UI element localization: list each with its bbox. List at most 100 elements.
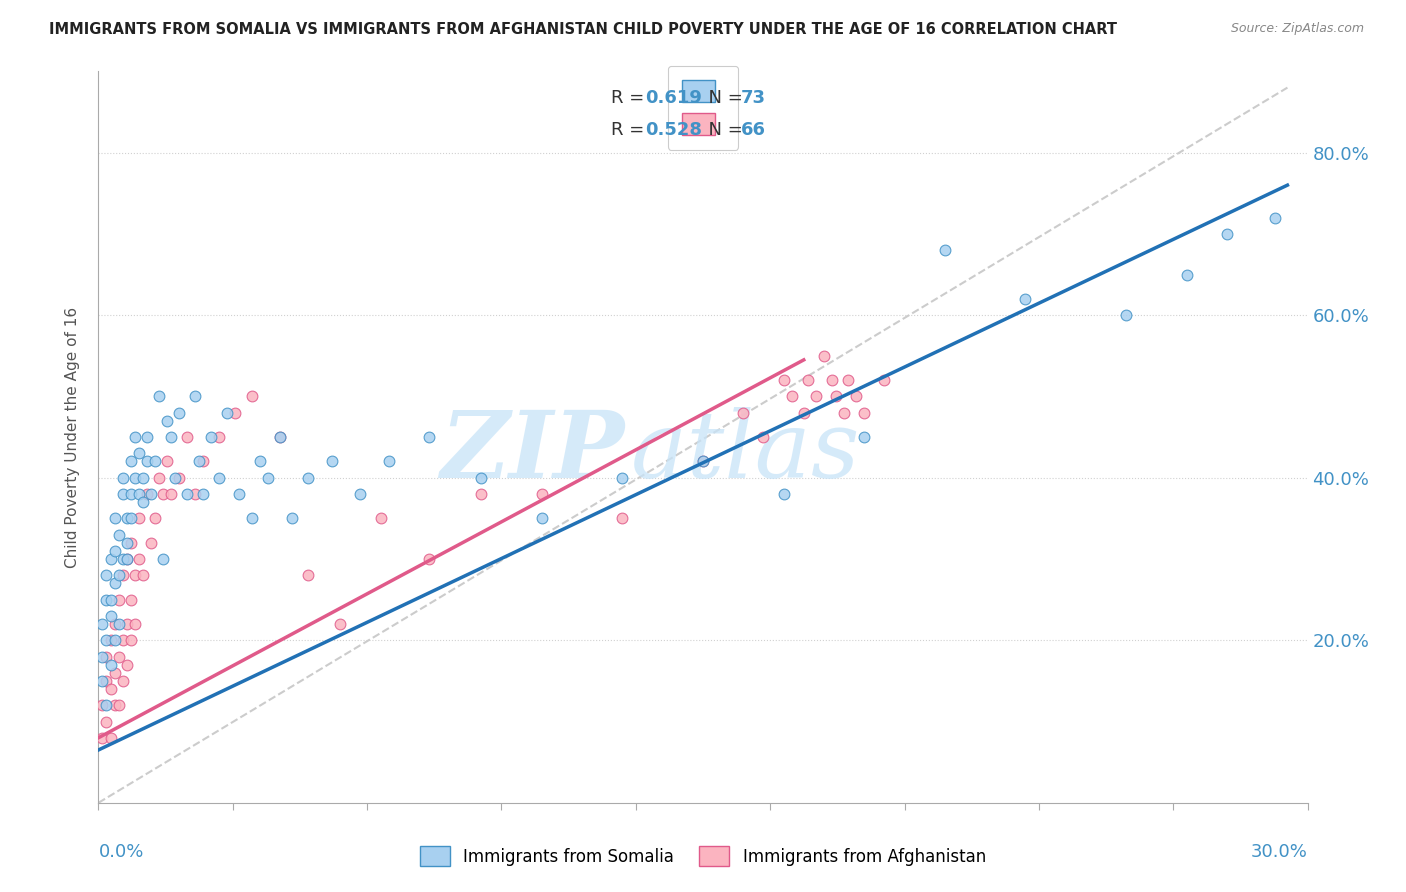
Point [135,487,157,501]
Text: 30.0%: 30.0% [1251,843,1308,861]
Point [143,454,166,468]
Point [249,454,271,468]
Point [163,471,186,485]
Point [120,535,142,549]
Point [91,731,114,745]
Point [825,389,848,403]
Point [107,527,129,541]
Text: 0.619: 0.619 [645,88,702,107]
Point [228,487,250,501]
Point [100,633,122,648]
Point [176,487,198,501]
Point [91,617,114,632]
Legend: , : , [668,66,738,150]
Point [128,446,150,460]
Point [160,430,183,444]
Point [135,430,157,444]
Point [934,243,956,257]
Legend: Immigrants from Somalia, Immigrants from Afghanistan: Immigrants from Somalia, Immigrants from… [412,838,994,875]
Point [115,617,138,632]
Point [530,511,553,525]
Point [103,576,125,591]
Point [692,454,714,468]
Point [804,389,827,403]
Point [612,511,634,525]
Point [813,349,835,363]
Point [132,471,155,485]
Point [128,552,150,566]
Point [269,430,291,444]
Point [132,568,155,582]
Point [470,471,492,485]
Point [120,592,142,607]
Point [107,617,129,632]
Point [100,657,122,672]
Point [167,406,190,420]
Point [143,511,166,525]
Point [96,649,118,664]
Text: IMMIGRANTS FROM SOMALIA VS IMMIGRANTS FROM AFGHANISTAN CHILD POVERTY UNDER THE A: IMMIGRANTS FROM SOMALIA VS IMMIGRANTS FR… [49,22,1118,37]
Y-axis label: Child Poverty Under the Age of 16: Child Poverty Under the Age of 16 [65,307,80,567]
Point [184,389,207,403]
Point [329,617,352,632]
Point [321,454,343,468]
Point [91,698,114,713]
Point [821,373,844,387]
Point [100,681,122,696]
Point [176,430,198,444]
Point [156,454,179,468]
Point [139,535,162,549]
Point [103,633,125,648]
Point [103,617,125,632]
Point [832,406,855,420]
Point [128,487,150,501]
Point [780,389,803,403]
Point [217,406,239,420]
Point [240,511,263,525]
Point [797,373,820,387]
Point [200,430,222,444]
Point [96,633,118,648]
Point [193,487,215,501]
Point [96,592,118,607]
Point [100,592,122,607]
Point [873,373,896,387]
Point [167,471,190,485]
Point [1115,308,1137,322]
Point [124,430,146,444]
Point [224,406,246,420]
Point [124,617,146,632]
Point [91,649,114,664]
Point [132,495,155,509]
Point [115,552,138,566]
Point [96,568,118,582]
Point [124,471,146,485]
Point [853,430,876,444]
Point [837,373,859,387]
Point [111,487,134,501]
Text: R =: R = [612,121,650,139]
Point [100,552,122,566]
Point [297,471,319,485]
Point [256,471,278,485]
Point [152,552,174,566]
Point [377,454,399,468]
Point [349,487,371,501]
Point [120,454,142,468]
Point [103,511,125,525]
Point [107,592,129,607]
Text: Source: ZipAtlas.com: Source: ZipAtlas.com [1230,22,1364,36]
Text: 66: 66 [741,121,765,139]
Point [1175,268,1198,282]
Text: N =: N = [697,121,748,139]
Point [91,673,114,688]
Point [111,552,134,566]
Point [107,649,129,664]
Point [148,471,170,485]
Point [269,430,291,444]
Point [107,698,129,713]
Point [1264,211,1286,225]
Point [612,471,634,485]
Point [115,552,138,566]
Point [772,487,794,501]
